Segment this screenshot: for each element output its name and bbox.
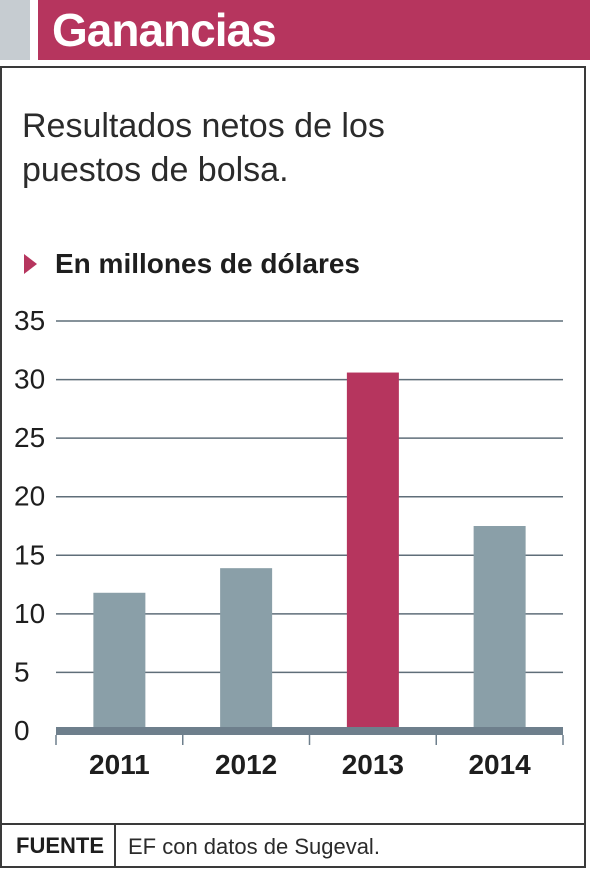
chart-subtitle: Resultados netos de los puestos de bolsa… bbox=[22, 107, 385, 189]
y-tick-label: 0 bbox=[14, 715, 30, 746]
chart-frame bbox=[0, 66, 586, 868]
y-tick-label: 5 bbox=[14, 656, 30, 687]
footer-divider-line bbox=[0, 823, 586, 825]
source-label: FUENTE bbox=[16, 833, 104, 858]
header-accent-block bbox=[0, 0, 30, 60]
unit-label: En millones de dólares bbox=[55, 248, 360, 279]
triangle-bullet-icon bbox=[24, 254, 37, 274]
x-tick-label: 2014 bbox=[468, 749, 531, 780]
y-tick-label: 20 bbox=[14, 481, 45, 512]
bar bbox=[346, 372, 399, 731]
unit-row: En millones de dólares bbox=[24, 244, 360, 284]
x-tick-label: 2011 bbox=[89, 749, 150, 780]
x-tick-label: 2012 bbox=[215, 749, 277, 780]
x-axis-line bbox=[56, 727, 563, 735]
bar bbox=[473, 526, 526, 731]
y-tick-label: 25 bbox=[14, 422, 45, 453]
y-tick-label: 35 bbox=[14, 305, 45, 336]
y-tick-label: 30 bbox=[14, 364, 45, 395]
header-bar: Ganancias bbox=[38, 0, 590, 60]
footer-column-divider bbox=[114, 824, 116, 868]
bar bbox=[220, 568, 273, 731]
y-tick-label: 15 bbox=[14, 539, 45, 570]
x-tick-label: 2013 bbox=[342, 749, 404, 780]
bar bbox=[93, 592, 146, 731]
source-text: EF con datos de Sugeval. bbox=[128, 834, 380, 859]
chart-headline: Ganancias bbox=[52, 4, 277, 56]
y-tick-label: 10 bbox=[14, 598, 45, 629]
